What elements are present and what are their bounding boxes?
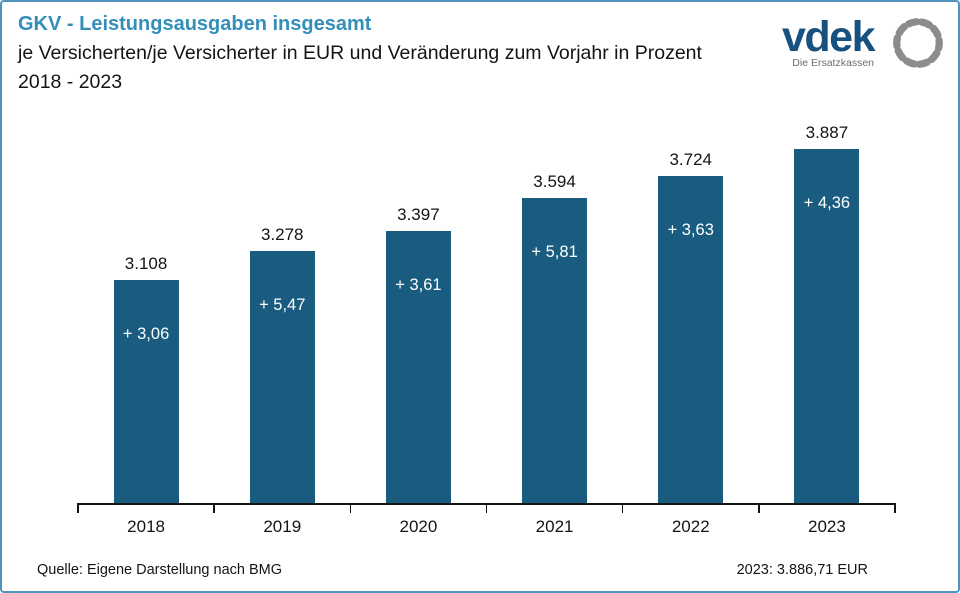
bar-2019	[249, 251, 315, 503]
x-axis-label-2019: 2019	[263, 517, 302, 536]
bar-value-label: 3.724	[669, 150, 713, 169]
x-axis-tick	[349, 503, 352, 513]
bar-change-label: + 3,63	[667, 221, 714, 239]
bar-change-label: + 3,06	[122, 325, 170, 343]
bar-change-label: + 5,47	[259, 296, 306, 314]
x-axis-tick	[485, 503, 488, 513]
x-axis-tick	[621, 503, 624, 513]
vdek-tagline: Die Ersatzkassen	[792, 56, 874, 69]
bar-value-label: 3.108	[124, 254, 168, 273]
bar-change-label: + 5,81	[531, 243, 578, 261]
bar-value-label: 3.887	[805, 123, 849, 142]
source-note: Quelle: Eigene Darstellung nach BMG	[37, 562, 283, 578]
page-title: GKV - Leistungsausgaben insgesamt	[18, 13, 372, 35]
vdek-ring-icon	[893, 18, 943, 68]
vdek-logo-text: vdek Die Ersatzkassen	[781, 12, 876, 69]
x-axis-label-2020: 2020	[399, 517, 438, 536]
vdek-logo: vdek Die Ersatzkassen	[782, 14, 947, 72]
x-axis-tick	[213, 503, 215, 513]
x-axis-label-2023: 2023	[807, 517, 846, 536]
bar-value-label: 3.278	[260, 225, 304, 244]
vdek-brand-name: vdek	[781, 12, 876, 61]
x-axis-label-2021: 2021	[535, 517, 574, 536]
period-label: 2018 - 2023	[18, 71, 123, 93]
bar-value-label: 3.397	[397, 205, 440, 224]
x-axis-tick	[894, 503, 896, 513]
x-axis-label-2022: 2022	[671, 517, 710, 536]
bar-2021	[522, 198, 588, 503]
bar-2023	[794, 149, 860, 503]
value-2023-note: 2023: 3.886,71 EUR	[736, 562, 868, 578]
bar-2022	[658, 176, 724, 503]
header: GKV - Leistungsausgaben insgesamt je Ver…	[18, 10, 702, 97]
bar-change-label: + 3,61	[395, 276, 442, 294]
bar-value-label: 3.594	[533, 172, 576, 191]
x-axis-label-2018: 2018	[127, 517, 165, 536]
bar-2020	[385, 231, 451, 503]
x-axis-tick	[77, 503, 79, 513]
bar-change-label: + 4,36	[803, 194, 851, 212]
x-axis-tick	[758, 503, 760, 513]
bar-2018	[113, 280, 179, 503]
page-subtitle: je Versicherten/je Versicherter in EUR u…	[18, 42, 702, 64]
